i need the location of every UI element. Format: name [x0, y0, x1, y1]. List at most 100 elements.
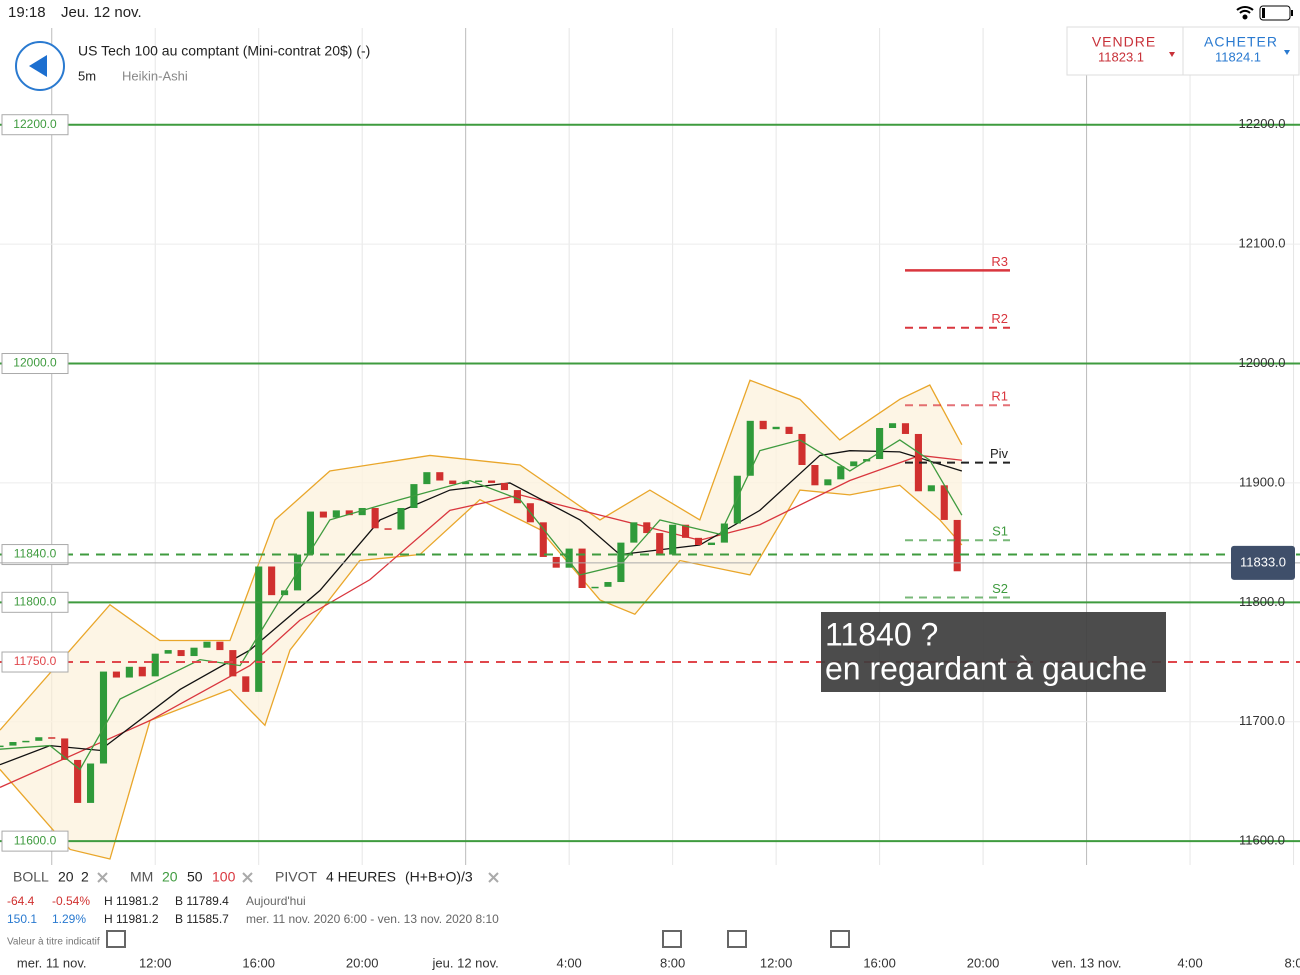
candle — [99, 671, 108, 764]
candle — [475, 480, 483, 483]
candle — [953, 519, 961, 572]
mm-50: 50 — [187, 869, 203, 885]
annotation-text: 11840 ? — [825, 616, 938, 652]
plot: 12200.0 12000.0 11840.0 11800.0 11750.0 11600… — [0, 28, 1300, 865]
candle — [112, 671, 120, 678]
x-axis: mer. 11 nov. 12:00 16:00 20:00 jeu. 12 nov. 4… — [17, 116, 1300, 970]
pivot-label[interactable]: PIVOT — [275, 869, 317, 885]
level-label: 11800.0 — [14, 594, 57, 608]
candle — [617, 542, 625, 583]
sell-label: VENDRE — [1092, 34, 1156, 50]
boll-lower-line — [0, 484, 963, 860]
level-label: 12000.0 — [13, 356, 57, 370]
candle — [358, 507, 366, 516]
pivot-label: S2 — [992, 581, 1008, 596]
y-tick-label: 12000.0 — [1239, 355, 1286, 370]
mm-label[interactable]: MM — [130, 869, 153, 885]
pivot-label: Piv — [990, 446, 1009, 461]
y-tick-label: 11900.0 — [1239, 474, 1285, 489]
candle — [669, 524, 677, 555]
level-label-box — [1, 830, 69, 852]
level-label: 11840.0 — [14, 547, 57, 561]
date: Jeu. 12 nov. — [61, 4, 142, 21]
candle — [86, 763, 95, 803]
candle — [798, 433, 806, 466]
remove-icon[interactable] — [488, 872, 499, 883]
candle — [888, 423, 897, 428]
chart-style[interactable]: Heikin-Ashi — [122, 68, 188, 83]
candle — [371, 507, 379, 529]
candle — [9, 742, 17, 746]
bollinger-fill — [0, 380, 962, 860]
interval[interactable]: 5m — [78, 68, 96, 83]
high: H 11981.2 — [104, 894, 159, 908]
buy-price: 11824.1 — [1215, 49, 1261, 64]
y-tick-label: 12100.0 — [1239, 236, 1286, 251]
level-label-box — [1, 353, 69, 375]
candle — [811, 465, 819, 486]
candle — [190, 647, 198, 657]
battery-icon — [1259, 5, 1293, 21]
y-tick-label: 12200.0 — [1239, 116, 1286, 131]
candle — [487, 480, 496, 483]
change-pct: 1.29% — [52, 912, 86, 926]
low: B 11789.4 — [175, 894, 229, 908]
candle — [242, 676, 250, 692]
candle — [513, 490, 521, 504]
candle — [397, 507, 405, 530]
indicator-legend: BOLL 20 2 MM 20 50 100 PIVOT 4 HEURES (H… — [7, 869, 499, 948]
back-button[interactable] — [15, 41, 65, 91]
level-label: 11600.0 — [14, 833, 57, 847]
sell-button[interactable]: VENDRE 11823.1 — [1066, 26, 1184, 76]
candle — [449, 480, 457, 485]
level-label-box — [1, 591, 69, 613]
change: -64.4 — [7, 894, 35, 908]
candle — [229, 650, 237, 677]
boll-label[interactable]: BOLL — [13, 869, 49, 885]
change: 150.1 — [7, 912, 37, 926]
y-tick-label: 11800.0 — [1239, 594, 1285, 609]
remove-icon[interactable] — [97, 872, 108, 883]
sell-price: 11823.1 — [1098, 49, 1144, 64]
candle — [345, 510, 353, 516]
x-tick-label: 16:00 — [242, 955, 275, 970]
x-tick-label: 8:00 — [660, 955, 685, 970]
candle — [578, 548, 586, 588]
buy-button[interactable]: ACHETER 11824.1 — [1182, 26, 1300, 76]
x-tick-label: ven. 13 nov. — [1052, 955, 1122, 970]
change-pct: -0.54% — [52, 894, 90, 908]
candle — [216, 641, 224, 651]
level-label-box — [1, 114, 69, 136]
candle — [306, 511, 315, 555]
x-tick-label: 4:00 — [1177, 955, 1202, 970]
x-tick-label: 16:00 — [863, 955, 896, 970]
candle — [746, 420, 754, 476]
candle — [927, 485, 935, 492]
candle — [332, 510, 340, 518]
candle — [824, 479, 832, 486]
pivot-formula: (H+B+O)/3 — [405, 869, 473, 885]
candle — [694, 537, 703, 546]
instrument-title: US Tech 100 au comptant (Mini-contrat 20… — [78, 43, 370, 59]
pivot-label: R2 — [991, 311, 1008, 326]
period: Aujourd'hui — [246, 894, 306, 908]
candle — [643, 522, 651, 534]
annotation-box — [821, 612, 1166, 692]
calendar-icons[interactable] — [106, 930, 850, 948]
candle — [423, 472, 431, 485]
candle — [436, 472, 444, 481]
candle — [656, 533, 664, 555]
candle — [914, 433, 922, 492]
pivot-period: 4 HEURES — [326, 869, 396, 885]
candle — [0, 745, 4, 748]
ma20-line — [0, 439, 963, 771]
level-label: 12200.0 — [13, 117, 57, 131]
candle — [138, 666, 146, 677]
ma50-line — [0, 450, 963, 766]
level-label-box — [1, 544, 69, 566]
candle — [552, 556, 560, 568]
remove-icon[interactable] — [242, 872, 253, 883]
